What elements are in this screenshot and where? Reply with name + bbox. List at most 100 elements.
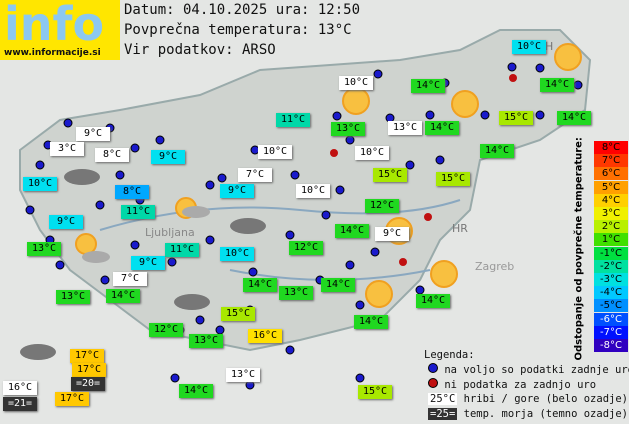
scale-step: 7°C xyxy=(594,154,628,168)
station-dot xyxy=(355,300,365,310)
map-label: H xyxy=(545,40,554,53)
temperature-label: 10°C xyxy=(355,146,389,160)
scale-step: -7°C xyxy=(594,325,628,339)
temperature-label: 15°C xyxy=(499,111,533,125)
station-dot xyxy=(535,63,545,73)
temperature-label: 9°C xyxy=(49,215,83,229)
station-dot xyxy=(167,257,177,267)
temperature-label: 14°C xyxy=(321,278,355,292)
station-dot xyxy=(130,143,140,153)
temperature-label: 15°C xyxy=(358,385,392,399)
temperature-label: 13°C xyxy=(331,122,365,136)
scale-step: 2°C xyxy=(594,220,628,234)
temperature-label: 11°C xyxy=(121,205,155,219)
legend: Legenda: na voljo so podatki zadnje ure … xyxy=(424,349,629,423)
temperature-label: 13°C xyxy=(56,290,90,304)
temperature-label: 9°C xyxy=(151,150,185,164)
temperature-label: 16°C xyxy=(3,381,37,395)
scale-step: -2°C xyxy=(594,259,628,273)
missing-dot xyxy=(399,258,407,266)
station-dot xyxy=(217,173,227,183)
temperature-label: 14°C xyxy=(243,278,277,292)
temperature-label: 8°C xyxy=(115,185,149,199)
temperature-label: 8°C xyxy=(95,148,129,162)
temperature-label: 12°C xyxy=(365,199,399,213)
scale-title: Odstopanje od povprečne temperature: xyxy=(573,137,585,361)
station-dot xyxy=(170,373,180,383)
temperature-label: 14°C xyxy=(179,384,213,398)
station-dot xyxy=(195,315,205,325)
station-dot xyxy=(155,135,165,145)
station-dot xyxy=(130,240,140,250)
legend-mountain: hribi / gore (belo ozadje) xyxy=(463,393,628,405)
date: Datum: 04.10.2025 ura: 12:50 xyxy=(124,2,361,18)
scale-step: -3°C xyxy=(594,273,628,286)
temperature-label: 13°C xyxy=(27,242,61,256)
station-dot xyxy=(425,110,435,120)
legend-available: na voljo so podatki zadnje ure xyxy=(444,364,629,376)
temperature-label: 10°C xyxy=(258,145,292,159)
scale-step: -6°C xyxy=(594,312,628,326)
scale-step: 1°C xyxy=(594,233,628,247)
temperature-label: 9°C xyxy=(220,184,254,198)
temperature-label: 16°C xyxy=(248,329,282,343)
missing-dot xyxy=(509,74,517,82)
station-dot xyxy=(248,267,258,277)
temperature-label: 10°C xyxy=(296,184,330,198)
temperature-label: 9°C xyxy=(76,127,110,141)
temperature-label: 14°C xyxy=(106,289,140,303)
temperature-label: 13°C xyxy=(189,334,223,348)
missing-dot xyxy=(330,149,338,157)
logo-text: info xyxy=(4,0,105,51)
station-dot xyxy=(573,80,583,90)
cloud-icons xyxy=(20,169,266,360)
station-dot xyxy=(55,260,65,270)
temperature-label: 14°C xyxy=(354,315,388,329)
station-dot xyxy=(370,247,380,257)
temperature-label: 15°C xyxy=(436,172,470,186)
scale-title-box: Odstopanje od povprečne temperature: xyxy=(573,137,585,361)
temperature-label: 10°C xyxy=(512,40,546,54)
station-dot xyxy=(480,110,490,120)
station-dot xyxy=(205,235,215,245)
legend-sea: temp. morja (temno ozadje) xyxy=(463,408,628,420)
map-label: HR xyxy=(452,222,468,235)
station-dot xyxy=(115,170,125,180)
station-dot xyxy=(435,155,445,165)
logo: info www.informacije.si xyxy=(0,0,120,60)
scale-step: -4°C xyxy=(594,286,628,300)
scale-step: 4°C xyxy=(594,193,628,207)
station-dot xyxy=(290,170,300,180)
scale-step: -8°C xyxy=(594,339,628,352)
station-dot xyxy=(215,325,225,335)
temperature-label: 17°C xyxy=(55,392,89,406)
temperature-label: 7°C xyxy=(238,168,272,182)
temperature-label: =21= xyxy=(3,397,37,411)
map-label: Zagreb xyxy=(475,260,515,273)
temperature-label: 15°C xyxy=(221,307,255,321)
legend-mountain-sample: 25°C xyxy=(428,393,458,405)
station-dot xyxy=(285,345,295,355)
station-dot xyxy=(332,111,342,121)
station-dot xyxy=(373,69,383,79)
river xyxy=(99,199,461,231)
station-dot xyxy=(345,260,355,270)
temperature-label: 14°C xyxy=(425,121,459,135)
missing-dot xyxy=(424,213,432,221)
station-dot xyxy=(335,185,345,195)
scale-step: 6°C xyxy=(594,167,628,181)
logo-site: www.informacije.si xyxy=(4,48,101,58)
scale-step: 3°C xyxy=(594,207,628,220)
temperature-label: 14°C xyxy=(335,224,369,238)
station-dot xyxy=(95,200,105,210)
temperature-label: 10°C xyxy=(339,76,373,90)
station-dot xyxy=(355,373,365,383)
temperature-label: 17°C xyxy=(72,363,106,377)
scale-step: -1°C xyxy=(594,246,628,260)
station-dot xyxy=(415,285,425,295)
scale-step: -5°C xyxy=(594,299,628,313)
temperature-label: =20= xyxy=(71,377,105,391)
temperature-label: 15°C xyxy=(373,168,407,182)
temperature-label: 14°C xyxy=(540,78,574,92)
